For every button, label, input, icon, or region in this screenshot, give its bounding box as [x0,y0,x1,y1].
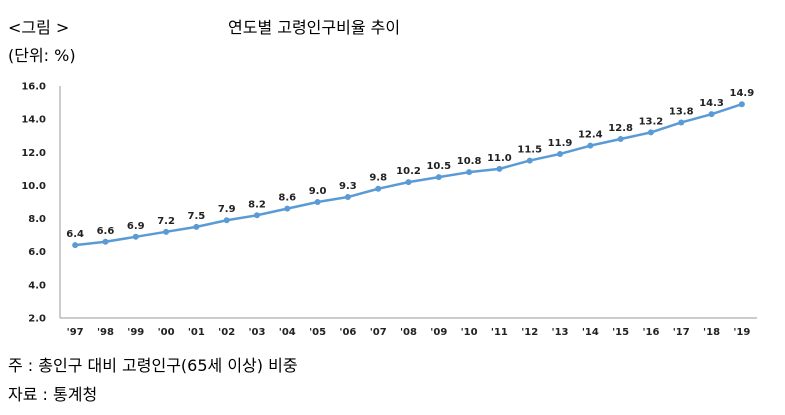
x-tick-label: '15 [612,327,629,338]
y-tick-label: 16.0 [21,82,46,93]
x-tick-label: '98 [97,327,114,338]
y-tick-label: 2.0 [28,314,46,325]
data-label: 11.0 [487,153,512,164]
data-label: 10.8 [457,156,482,167]
x-tick-label: '97 [67,327,84,338]
x-tick-label: '07 [370,327,387,338]
data-label: 9.8 [369,173,387,184]
data-label: 11.5 [517,145,542,156]
x-tick-label: '18 [703,327,720,338]
chart-note: 주 : 총인구 대비 고령인구(65세 이상) 비중 [8,356,298,375]
x-tick-label: '11 [491,327,508,338]
x-tick-label: '12 [521,327,538,338]
x-tick-label: '09 [430,327,447,338]
x-tick-label: '01 [188,327,205,338]
data-label: 12.8 [608,123,633,134]
data-point [375,185,382,192]
x-tick-label: '00 [158,327,175,338]
data-point [496,165,503,172]
x-tick-label: '19 [733,327,750,338]
x-tick-label: '10 [461,327,478,338]
data-label: 11.9 [548,138,573,149]
unit-label: (단위: %) [8,46,76,65]
x-tick-label: '02 [218,327,235,338]
data-point [314,199,321,205]
data-label: 13.2 [639,116,664,127]
data-point [132,233,139,240]
data-point [587,142,594,149]
data-point [193,223,200,230]
data-point [738,101,745,108]
data-point [678,119,685,126]
data-label: 6.4 [66,229,84,240]
data-point [708,111,715,118]
data-point [617,136,624,143]
data-point [557,150,564,157]
data-label: 10.5 [426,161,451,172]
x-tick-label: '06 [339,327,356,338]
x-tick-label: '16 [642,327,659,338]
y-tick-label: 8.0 [28,214,46,225]
data-label: 6.6 [97,226,115,237]
data-point [253,212,260,219]
x-tick-label: '05 [309,327,326,338]
data-label: 9.3 [339,181,357,192]
x-tick-label: '99 [127,327,144,338]
data-label: 7.9 [218,204,236,215]
data-label: 13.8 [669,106,694,117]
y-tick-label: 6.0 [28,247,46,258]
data-label: 6.9 [127,221,145,232]
data-label: 8.6 [278,193,296,204]
data-point [344,194,351,201]
data-label: 12.4 [578,130,603,141]
y-tick-label: 4.0 [28,280,46,291]
data-point [466,169,473,176]
data-label: 7.2 [157,216,175,227]
x-tick-label: '13 [552,327,569,338]
y-tick-label: 12.0 [21,148,46,159]
data-point [435,174,442,181]
data-point [72,242,79,249]
x-tick-label: '03 [248,327,265,338]
x-tick-label: '04 [279,327,296,338]
data-label: 7.5 [188,211,206,222]
x-tick-label: '08 [400,327,417,338]
data-point [102,238,109,245]
chart-title: 연도별 고령인구비율 추이 [228,18,401,37]
y-tick-label: 14.0 [21,115,46,126]
x-tick-label: '14 [582,327,599,338]
data-point [223,217,230,224]
data-label: 10.2 [396,166,421,177]
data-label: 9.0 [309,186,327,197]
data-point [526,157,533,164]
data-point [647,129,654,136]
data-point [405,179,412,186]
data-label: 8.2 [248,199,266,210]
chart-source: 자료 : 통계청 [8,385,98,404]
data-point [163,228,170,235]
data-label: 14.3 [699,98,724,109]
y-tick-label: 10.0 [21,181,46,192]
data-label: 14.9 [730,88,755,99]
figure-label: <그림 > [8,18,70,37]
x-tick-label: '17 [673,327,690,338]
data-point [284,205,291,212]
